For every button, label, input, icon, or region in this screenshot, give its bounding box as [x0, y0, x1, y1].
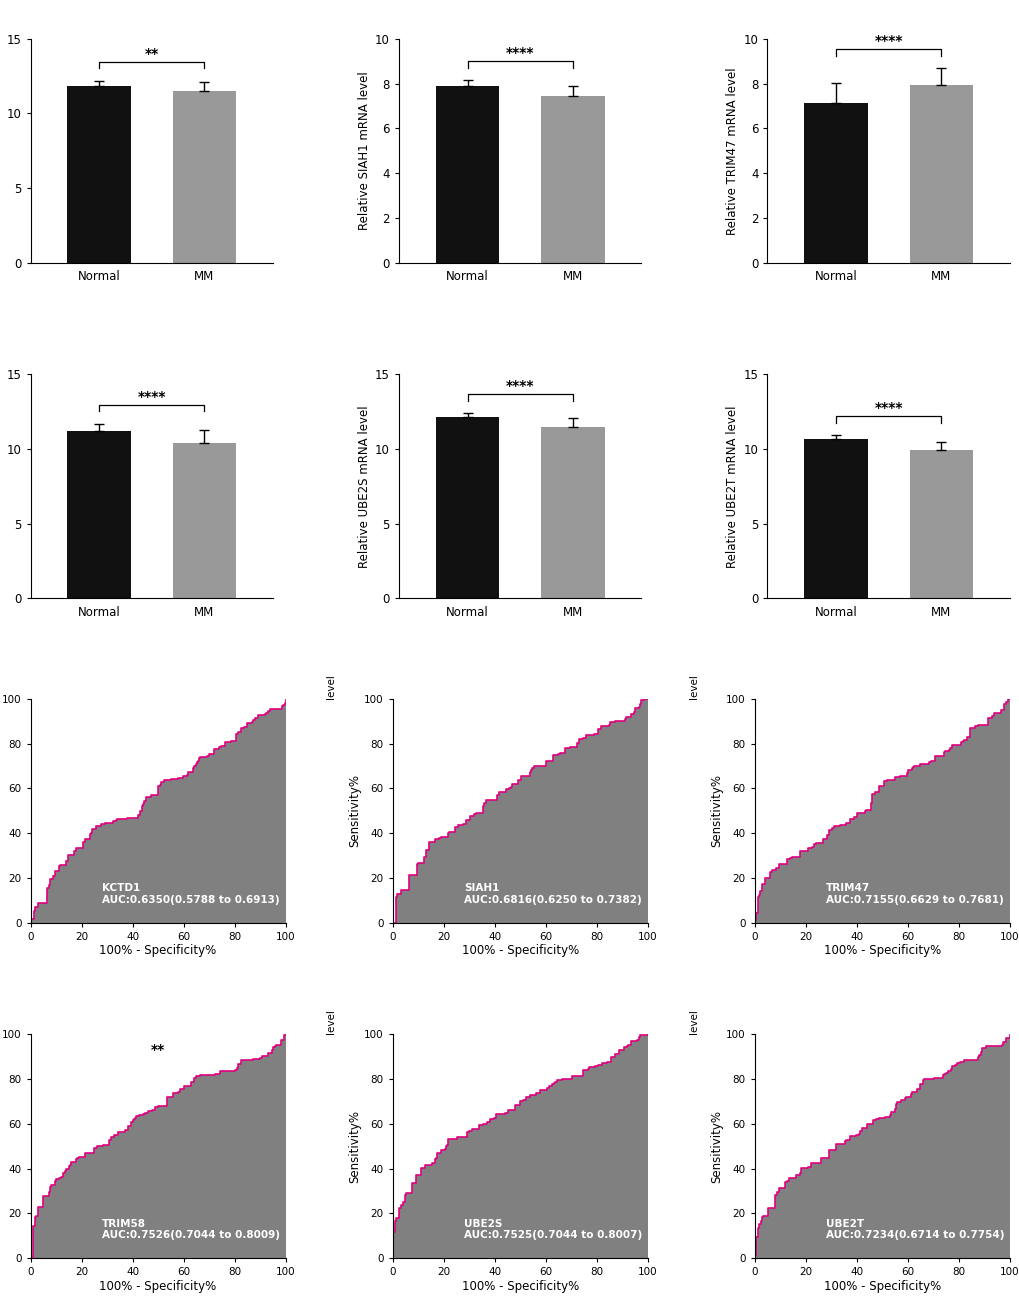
- Bar: [804, 440, 867, 598]
- Text: ****: ****: [873, 401, 902, 415]
- Text: TRIM47
AUC:0.7155(0.6629 to 0.7681): TRIM47 AUC:0.7155(0.6629 to 0.7681): [825, 883, 1003, 904]
- Text: level: level: [326, 1009, 336, 1035]
- Text: ****: ****: [138, 389, 166, 403]
- Bar: [541, 96, 604, 262]
- Text: level: level: [688, 674, 698, 699]
- Text: **: **: [145, 47, 159, 61]
- X-axis label: 100% - Specificity%: 100% - Specificity%: [462, 944, 578, 957]
- Bar: [541, 427, 604, 598]
- Y-axis label: Relative UBE2S mRNA level: Relative UBE2S mRNA level: [358, 405, 371, 568]
- Text: UBE2S
AUC:0.7525(0.7044 to 0.8007): UBE2S AUC:0.7525(0.7044 to 0.8007): [464, 1219, 642, 1240]
- Y-axis label: Relative SIAH1 mRNA level: Relative SIAH1 mRNA level: [358, 71, 371, 230]
- Y-axis label: Relative KCTD1 mRNA level: Relative KCTD1 mRNA level: [0, 69, 2, 232]
- Bar: [909, 450, 972, 598]
- Text: level: level: [326, 674, 336, 699]
- Text: SIAH1
AUC:0.6816(0.6250 to 0.7382): SIAH1 AUC:0.6816(0.6250 to 0.7382): [464, 883, 641, 904]
- Y-axis label: Sensitivity%: Sensitivity%: [709, 1110, 722, 1183]
- Bar: [67, 86, 130, 262]
- X-axis label: 100% - Specificity%: 100% - Specificity%: [823, 944, 940, 957]
- Text: ****: ****: [505, 47, 534, 60]
- Bar: [909, 84, 972, 262]
- Y-axis label: Relative UBE2T mRNA level: Relative UBE2T mRNA level: [726, 405, 739, 568]
- Y-axis label: Relative TRIM47 mRNA level: Relative TRIM47 mRNA level: [726, 67, 739, 235]
- Text: KCTD1
AUC:0.6350(0.5788 to 0.6913): KCTD1 AUC:0.6350(0.5788 to 0.6913): [102, 883, 279, 904]
- Text: UBE2T
AUC:0.7234(0.6714 to 0.7754): UBE2T AUC:0.7234(0.6714 to 0.7754): [825, 1219, 1004, 1240]
- Text: ****: ****: [873, 34, 902, 48]
- Bar: [172, 444, 235, 598]
- Text: ****: ****: [505, 379, 534, 393]
- Y-axis label: Relative TRIM58 mRNA level: Relative TRIM58 mRNA level: [0, 402, 2, 569]
- X-axis label: 100% - Specificity%: 100% - Specificity%: [100, 944, 216, 957]
- X-axis label: 100% - Specificity%: 100% - Specificity%: [100, 1280, 216, 1293]
- Bar: [435, 416, 498, 598]
- X-axis label: 100% - Specificity%: 100% - Specificity%: [462, 1280, 578, 1293]
- Y-axis label: Sensitivity%: Sensitivity%: [347, 774, 361, 847]
- Y-axis label: Sensitivity%: Sensitivity%: [347, 1110, 361, 1183]
- Bar: [804, 102, 867, 262]
- Text: TRIM58
AUC:0.7526(0.7044 to 0.8009): TRIM58 AUC:0.7526(0.7044 to 0.8009): [102, 1219, 280, 1240]
- Bar: [172, 91, 235, 262]
- X-axis label: 100% - Specificity%: 100% - Specificity%: [823, 1280, 940, 1293]
- Text: **: **: [151, 1043, 165, 1057]
- Text: level: level: [688, 1009, 698, 1035]
- Bar: [435, 86, 498, 262]
- Y-axis label: Sensitivity%: Sensitivity%: [709, 774, 722, 847]
- Bar: [67, 431, 130, 598]
